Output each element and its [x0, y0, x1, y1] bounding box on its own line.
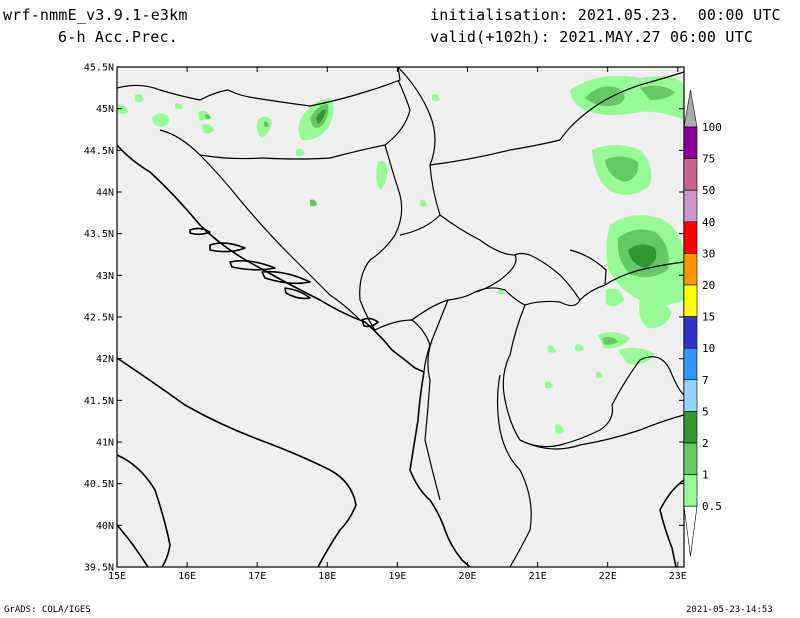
lat-label: 42.5N: [84, 313, 114, 324]
lon-label: 21E: [529, 571, 547, 582]
colorbar-label: 10: [702, 342, 715, 355]
colorbar-swatch: [683, 284, 698, 317]
lon-label: 19E: [388, 571, 406, 582]
lon-label: 17E: [248, 571, 266, 582]
colorbar-swatch: [683, 221, 698, 254]
footer-credit: GrADS: COLA/IGES: [4, 605, 91, 615]
colorbar-label: 5: [702, 405, 709, 418]
lon-label: 16E: [178, 571, 196, 582]
lon-label: 20E: [458, 571, 476, 582]
lat-label: 42N: [96, 354, 114, 365]
lat-label: 45.5N: [84, 63, 114, 74]
colorbar-label: 40: [702, 216, 715, 229]
colorbar-swatch: [683, 411, 698, 444]
colorbar-label: 7: [702, 374, 709, 387]
field-name: 6-h Acc.Prec.: [58, 28, 178, 46]
lon-label: 23E: [669, 571, 687, 582]
lat-label: 41.5N: [84, 396, 114, 407]
colorbar-swatch: [683, 126, 698, 159]
colorbar-label: 100: [702, 121, 722, 134]
colorbar-swatch: [683, 442, 698, 475]
colorbar-label: 50: [702, 184, 715, 197]
model-name: wrf-nmmE_v3.9.1-e3km: [3, 6, 188, 24]
lat-label: 40.5N: [84, 479, 114, 490]
lat-label: 43.5N: [84, 229, 114, 240]
colorbar-label: 0.5: [702, 500, 722, 513]
lat-label: 41N: [96, 438, 114, 449]
country-borders: [116, 66, 685, 568]
colorbar-swatch: [683, 158, 698, 191]
lon-label: 18E: [318, 571, 336, 582]
colorbar-label: 1: [702, 469, 709, 482]
colorbar-label: 20: [702, 279, 715, 292]
valid-time: valid(+102h): 2021.MAY.27 06:00 UTC: [430, 28, 754, 46]
colorbar-label: 75: [702, 153, 715, 166]
footer-timestamp: 2021-05-23-14:53: [686, 605, 773, 615]
lat-label: 43N: [96, 271, 114, 282]
coastlines: [116, 144, 685, 568]
colorbar-cap-top: [683, 89, 698, 128]
lon-label: 15E: [108, 571, 126, 582]
init-time: initialisation: 2021.05.23. 00:00 UTC: [430, 6, 781, 24]
lat-label: 45N: [96, 104, 114, 115]
colorbar-label: 15: [702, 311, 715, 324]
colorbar-swatch: [683, 474, 698, 507]
lat-label: 44.5N: [84, 146, 114, 157]
colorbar-swatch: [683, 379, 698, 412]
lat-label: 44N: [96, 188, 114, 199]
precip-patches: [118, 75, 684, 434]
lat-label: 40N: [96, 521, 114, 532]
colorbar-swatch: [683, 347, 698, 381]
colorbar-label: 30: [702, 247, 715, 260]
colorbar-swatch: [683, 316, 698, 349]
map-axes: 15E 16E 17E 18E 19E 20E 21E 22E 23E 45.5N 45N 44.5N…: [84, 63, 687, 583]
colorbar-swatch: [683, 189, 698, 223]
map-background: [117, 67, 684, 567]
colorbar-cap-bottom: [683, 505, 698, 557]
lat-label: 39.5N: [84, 563, 114, 574]
lon-label: 22E: [599, 571, 617, 582]
colorbar-label: 2: [702, 437, 709, 450]
colorbar-swatch: [683, 253, 698, 286]
